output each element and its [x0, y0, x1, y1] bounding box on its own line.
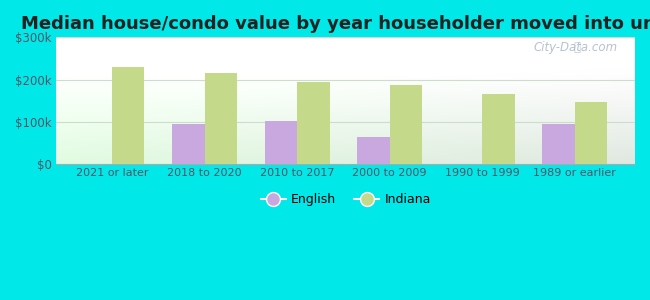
- Bar: [112, 67, 144, 164]
- Bar: [265, 121, 297, 164]
- Bar: [297, 82, 330, 164]
- Text: City-Data.com: City-Data.com: [534, 41, 618, 54]
- Title: Median house/condo value by year householder moved into unit: Median house/condo value by year househo…: [21, 15, 650, 33]
- Bar: [358, 137, 390, 164]
- Bar: [543, 124, 575, 164]
- Text: Ⓠ: Ⓠ: [573, 41, 580, 54]
- Bar: [482, 94, 515, 164]
- Legend: English, Indiana: English, Indiana: [255, 188, 436, 211]
- Bar: [205, 73, 237, 164]
- Bar: [390, 85, 422, 164]
- Bar: [172, 124, 205, 164]
- Bar: [575, 102, 607, 164]
